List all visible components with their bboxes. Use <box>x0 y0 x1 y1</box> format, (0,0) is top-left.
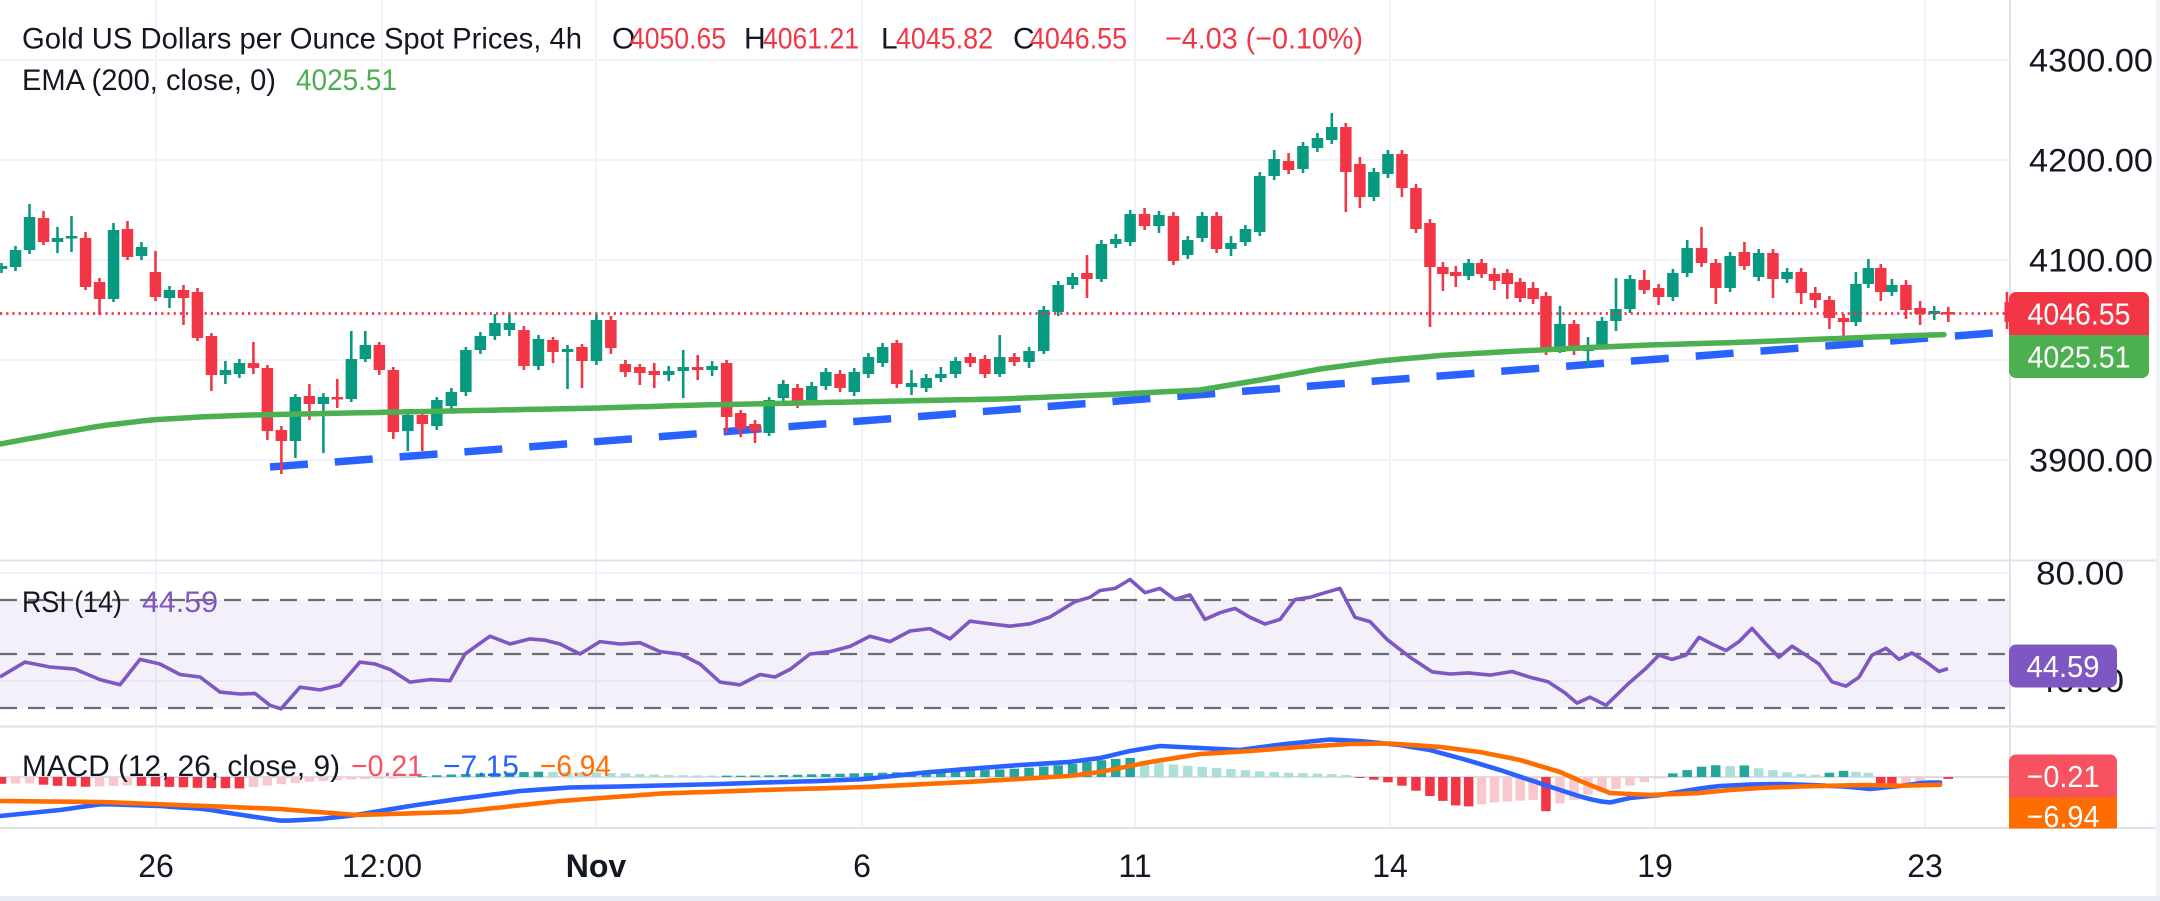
svg-text:−0.21: −0.21 <box>351 750 423 783</box>
svg-text:4025.51: 4025.51 <box>296 64 397 97</box>
svg-text:23: 23 <box>1907 848 1943 884</box>
svg-text:−6.94: −6.94 <box>540 750 611 783</box>
svg-text:Gold US Dollars per Ounce Spot: Gold US Dollars per Ounce Spot Prices, 4… <box>22 23 582 56</box>
svg-text:4050.65: 4050.65 <box>630 23 726 56</box>
svg-text:4200.00: 4200.00 <box>2029 143 2153 179</box>
svg-text:11: 11 <box>1118 848 1151 884</box>
svg-text:80.00: 80.00 <box>2036 556 2124 592</box>
svg-text:L: L <box>881 23 898 56</box>
svg-text:19: 19 <box>1637 848 1673 884</box>
svg-text:−0.21: −0.21 <box>2027 759 2100 794</box>
svg-text:44.59: 44.59 <box>2027 649 2100 684</box>
svg-text:4046.55: 4046.55 <box>2028 297 2131 332</box>
svg-text:H: H <box>744 23 766 56</box>
svg-text:6: 6 <box>853 848 871 884</box>
svg-text:3900.00: 3900.00 <box>2029 443 2153 479</box>
svg-text:−4.03 (−0.10%): −4.03 (−0.10%) <box>1165 23 1363 56</box>
svg-text:4061.21: 4061.21 <box>763 23 859 56</box>
svg-text:MACD (12, 26, close, 9): MACD (12, 26, close, 9) <box>22 750 340 783</box>
svg-text:Nov: Nov <box>566 848 627 884</box>
svg-text:4045.82: 4045.82 <box>896 23 993 56</box>
svg-text:EMA (200, close, 0): EMA (200, close, 0) <box>22 64 276 97</box>
svg-text:26: 26 <box>138 848 174 884</box>
svg-text:O: O <box>612 23 635 56</box>
svg-text:−6.94: −6.94 <box>2027 799 2100 834</box>
svg-text:4046.55: 4046.55 <box>1030 23 1127 56</box>
svg-text:4100.00: 4100.00 <box>2029 243 2153 279</box>
svg-text:44.59: 44.59 <box>142 586 218 619</box>
svg-text:RSI (14): RSI (14) <box>22 586 122 619</box>
svg-text:12:00: 12:00 <box>342 848 422 884</box>
svg-text:4300.00: 4300.00 <box>2029 43 2153 79</box>
svg-text:−7.15: −7.15 <box>443 750 519 783</box>
svg-text:14: 14 <box>1372 848 1408 884</box>
svg-text:4025.51: 4025.51 <box>2028 340 2131 375</box>
svg-text:C: C <box>1013 23 1035 56</box>
